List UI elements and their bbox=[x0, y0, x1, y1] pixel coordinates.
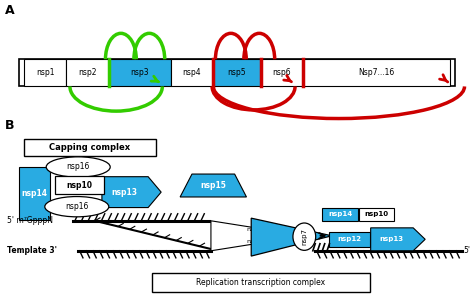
Text: nsp4: nsp4 bbox=[182, 68, 201, 77]
Text: nsp6: nsp6 bbox=[273, 68, 292, 77]
Text: 5': 5' bbox=[464, 246, 471, 255]
Text: nsp14: nsp14 bbox=[328, 211, 352, 217]
Text: nsp8: nsp8 bbox=[246, 227, 261, 232]
Bar bbox=[24, 139, 156, 156]
Ellipse shape bbox=[293, 223, 316, 250]
Text: B: B bbox=[5, 119, 14, 132]
Bar bbox=[261, 59, 303, 86]
Text: nsp3: nsp3 bbox=[130, 68, 149, 77]
Bar bbox=[66, 59, 109, 86]
Text: nsp5: nsp5 bbox=[228, 68, 246, 77]
Text: nsp1: nsp1 bbox=[36, 68, 55, 77]
Text: nsp15: nsp15 bbox=[201, 181, 226, 190]
Bar bbox=[109, 59, 171, 86]
Ellipse shape bbox=[45, 197, 109, 217]
Text: nsp10: nsp10 bbox=[66, 181, 92, 190]
Bar bbox=[213, 59, 261, 86]
Polygon shape bbox=[102, 177, 161, 208]
Polygon shape bbox=[180, 174, 246, 197]
Text: 5' m⁷GpppN: 5' m⁷GpppN bbox=[7, 216, 53, 225]
Bar bbox=[171, 59, 213, 86]
Text: nsp12: nsp12 bbox=[337, 236, 362, 242]
Text: nsp16: nsp16 bbox=[65, 202, 89, 211]
Bar bbox=[19, 167, 50, 220]
Text: A: A bbox=[5, 4, 14, 17]
Polygon shape bbox=[211, 221, 306, 251]
Bar bbox=[303, 59, 450, 86]
Text: nsp7: nsp7 bbox=[301, 228, 307, 245]
Text: nsp13: nsp13 bbox=[379, 236, 403, 242]
Text: Template 3': Template 3' bbox=[7, 246, 57, 255]
Ellipse shape bbox=[46, 157, 110, 177]
Text: nsp14: nsp14 bbox=[21, 189, 47, 198]
FancyBboxPatch shape bbox=[152, 273, 370, 292]
Bar bbox=[322, 208, 358, 221]
Text: nsp10: nsp10 bbox=[365, 211, 389, 217]
Text: nsp8: nsp8 bbox=[246, 239, 261, 244]
Bar bbox=[24, 59, 66, 86]
Text: nsp2: nsp2 bbox=[78, 68, 97, 77]
Text: nsp16: nsp16 bbox=[66, 163, 90, 171]
Polygon shape bbox=[371, 228, 425, 251]
Bar bbox=[359, 208, 394, 221]
Bar bbox=[329, 232, 370, 247]
Text: Capping complex: Capping complex bbox=[49, 143, 131, 152]
Bar bbox=[55, 176, 104, 194]
Text: Nsp7...16: Nsp7...16 bbox=[359, 68, 395, 77]
Text: Replication transcription complex: Replication transcription complex bbox=[196, 278, 325, 287]
Bar bbox=[19, 59, 455, 86]
Text: nsp13: nsp13 bbox=[111, 188, 137, 197]
Polygon shape bbox=[251, 218, 332, 256]
